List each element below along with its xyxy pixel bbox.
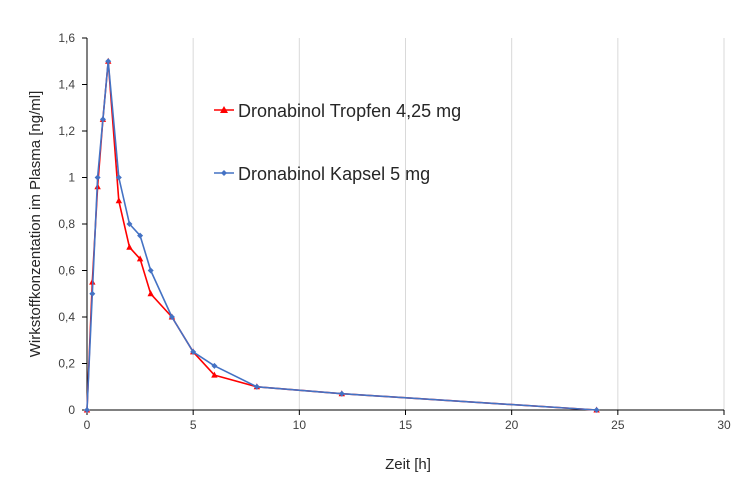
x-tick-label: 25	[611, 418, 625, 432]
y-tick-label: 0,8	[58, 217, 75, 231]
data-point-diamond	[338, 390, 345, 397]
y-tick-label: 0	[68, 403, 75, 417]
data-point-diamond	[147, 267, 154, 274]
x-tick-label: 15	[399, 418, 413, 432]
grid-lines	[192, 38, 725, 410]
data-point-triangle	[147, 290, 154, 297]
series-kapsel	[84, 58, 600, 413]
legend-item-tropfen: Dronabinol Tropfen 4,25 mg	[214, 101, 461, 121]
x-tick-label: 10	[293, 418, 307, 432]
axes	[82, 37, 725, 415]
y-tick-label: 1	[68, 171, 75, 185]
data-point-diamond	[211, 362, 218, 369]
data-point-triangle	[115, 197, 123, 204]
y-tick-label: 1,6	[58, 31, 75, 45]
y-tick-label: 1,4	[58, 78, 75, 92]
legend: Dronabinol Tropfen 4,25 mg Dronabinol Ka…	[214, 101, 461, 184]
x-tick-label: 30	[717, 418, 731, 432]
y-tick-label: 0,4	[58, 310, 75, 324]
legend-marker-diamond	[221, 170, 227, 176]
x-axis-title: Zeit [h]	[385, 456, 431, 473]
data-point-diamond	[190, 348, 197, 355]
legend-item-kapsel: Dronabinol Kapsel 5 mg	[214, 164, 430, 184]
x-tick-label: 0	[84, 418, 91, 432]
data-point-diamond	[168, 314, 175, 320]
x-tick-labels: 0 5 10 15 20 25 30	[84, 418, 731, 432]
legend-label-kapsel: Dronabinol Kapsel 5 mg	[238, 164, 430, 184]
data-point-diamond	[253, 383, 260, 390]
legend-marker-triangle	[220, 106, 228, 113]
data-point-triangle	[126, 243, 133, 250]
data-point-diamond	[115, 174, 122, 181]
legend-label-tropfen: Dronabinol Tropfen 4,25 mg	[238, 101, 461, 121]
y-tick-label: 0,2	[58, 357, 75, 371]
y-tick-label: 1,2	[58, 124, 75, 138]
data-point-diamond	[105, 58, 112, 65]
data-point-triangle	[211, 371, 218, 378]
data-point-diamond	[137, 232, 144, 239]
data-point-diamond	[84, 407, 90, 413]
y-tick-label: 0,6	[58, 264, 75, 278]
y-axis-title: Wirkstoffkonzentation im Plasma [ng/ml]	[27, 91, 44, 357]
y-tick-labels: 0 0,2 0,4 0,6 0,8 1 1,2 1,4 1,6	[58, 31, 75, 417]
data-point-diamond	[126, 221, 133, 227]
x-tick-label: 5	[190, 418, 197, 432]
data-point-diamond	[89, 290, 96, 297]
x-tick-label: 20	[505, 418, 519, 432]
data-point-triangle	[136, 255, 144, 262]
data-point-diamond	[593, 407, 600, 413]
data-point-diamond	[94, 174, 101, 181]
data-point-diamond	[99, 116, 106, 123]
series-layer	[83, 57, 600, 413]
